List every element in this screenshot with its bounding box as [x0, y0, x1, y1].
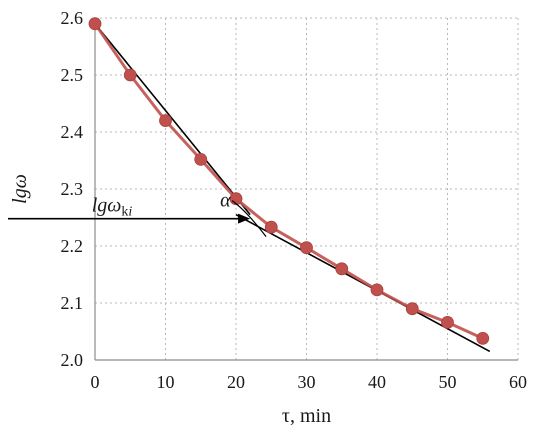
y-tick-label: 2.0 [61, 350, 84, 370]
data-points [88, 17, 490, 345]
fit-line [94, 23, 251, 216]
data-point [405, 302, 419, 316]
fit-lines [94, 23, 491, 353]
data-point [441, 315, 454, 329]
y-tick-label: 2.5 [61, 65, 84, 85]
x-tick-label: 20 [227, 372, 245, 392]
axes [94, 18, 518, 361]
x-tick-label: 50 [439, 372, 457, 392]
x-tick-label: 40 [368, 372, 386, 392]
data-point [476, 331, 490, 345]
data-point [159, 114, 172, 127]
y-tick-label: 2.4 [61, 122, 84, 142]
data-point [370, 283, 384, 297]
data-point [264, 220, 278, 234]
data-point [88, 17, 102, 31]
y-tick-label: 2.6 [61, 8, 84, 28]
x-tick-labels: 0 10 20 30 40 50 60 [91, 372, 528, 392]
x-tick-label: 30 [298, 372, 316, 392]
y-tick-label: 2.2 [61, 236, 84, 256]
x-axis-title: τ, min [282, 405, 331, 427]
x-tick-label: 60 [509, 372, 527, 392]
y-tick-label: 2.1 [61, 293, 84, 313]
annotations: lgωki α [8, 190, 267, 238]
angle-arc [231, 200, 267, 238]
grid [95, 17, 519, 360]
data-point [194, 152, 208, 166]
data-point [300, 241, 313, 255]
x-tick-label: 0 [91, 372, 100, 392]
y-axis-title: lgω [9, 174, 31, 204]
series-line [93, 22, 484, 340]
level-arrow-head [238, 213, 251, 224]
y-tick-label: 2.3 [61, 179, 84, 199]
data-point [335, 262, 349, 276]
data-point [123, 68, 137, 82]
angle-label: α [220, 190, 231, 212]
level-label: lgωki [92, 195, 133, 220]
y-tick-labels: 2.0 2.1 2.2 2.3 2.4 2.5 2.6 [61, 8, 84, 370]
x-tick-label: 10 [157, 372, 175, 392]
